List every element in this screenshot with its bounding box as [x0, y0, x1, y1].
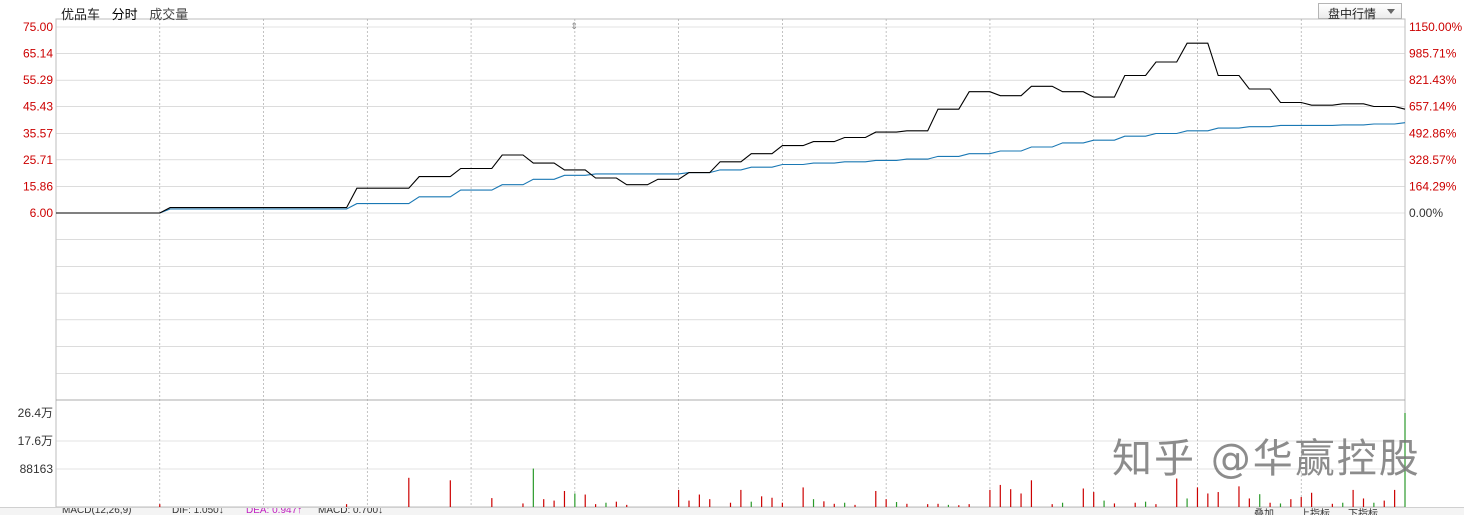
price-tick-label: 35.57	[23, 126, 53, 140]
chevron-down-icon	[1387, 9, 1395, 14]
price-tick-label: 6.00	[30, 206, 54, 220]
market-mode-label: 盘中行情	[1328, 7, 1377, 21]
percent-tick-label: 821.43%	[1409, 73, 1457, 87]
macd-value: MACD: 0.700↓	[318, 507, 384, 515]
percent-tick-label: 492.86%	[1409, 126, 1457, 140]
percent-tick-label: 1150.00%	[1409, 20, 1462, 34]
volume-tick-label: 88163	[20, 462, 54, 476]
volume-tick-label: 17.6万	[18, 434, 53, 448]
percent-tick-label: 985.71%	[1409, 47, 1457, 61]
indicator-bar: MACD(12,26,9) DIF: 1.050↓ DEA: 0.947↑ MA…	[0, 507, 1464, 515]
percent-tick-label: 164.29%	[1409, 179, 1457, 193]
price-tick-label: 65.14	[23, 47, 53, 61]
price-tick-label: 75.00	[23, 20, 53, 34]
tab-timeshare[interactable]: 分时	[111, 7, 138, 22]
upper-indicator-button[interactable]: 上指标	[1300, 509, 1330, 515]
chart-header: 优品车 分时 成交量	[61, 4, 188, 23]
volume-axis: 26.4万 17.6万 88163	[18, 406, 54, 476]
market-mode-dropdown[interactable]: 盘中行情	[1318, 3, 1402, 21]
price-tick-label: 25.71	[23, 153, 53, 167]
watermark-text: 知乎 @华赢控股	[1112, 436, 1421, 482]
price-axis: 75.00 65.14 55.29 45.43 35.57 25.71 15.86 6.00	[23, 20, 53, 220]
price-tick-label: 45.43	[23, 100, 53, 114]
chart-grid	[55, 18, 1406, 507]
price-tick-label: 55.29	[23, 73, 53, 87]
percent-tick-label: 657.14%	[1409, 100, 1457, 114]
drag-handle-icon[interactable]: ⇕	[570, 21, 578, 31]
volume-bars	[159, 413, 1406, 507]
dif-value: DIF: 1.050↓	[172, 507, 224, 515]
percent-tick-label: 328.57%	[1409, 153, 1457, 167]
dea-value: DEA: 0.947↑	[246, 507, 303, 515]
stock-name: 优品车	[61, 7, 101, 22]
tab-volume[interactable]: 成交量	[149, 7, 189, 22]
average-price-line	[56, 122, 1406, 214]
chart-frame	[55, 18, 1406, 507]
price-line	[56, 42, 1406, 214]
price-tick-label: 15.86	[23, 179, 53, 193]
percent-tick-label: 0.00%	[1409, 206, 1443, 220]
volume-tick-label: 26.4万	[18, 406, 53, 420]
macd-label[interactable]: MACD(12,26,9)	[62, 507, 132, 515]
lower-indicator-button[interactable]: 下指标	[1348, 509, 1378, 515]
percent-axis: 1150.00% 985.71% 821.43% 657.14% 492.86% 328.…	[1409, 20, 1462, 220]
overlay-button[interactable]: 叠加	[1254, 509, 1274, 515]
